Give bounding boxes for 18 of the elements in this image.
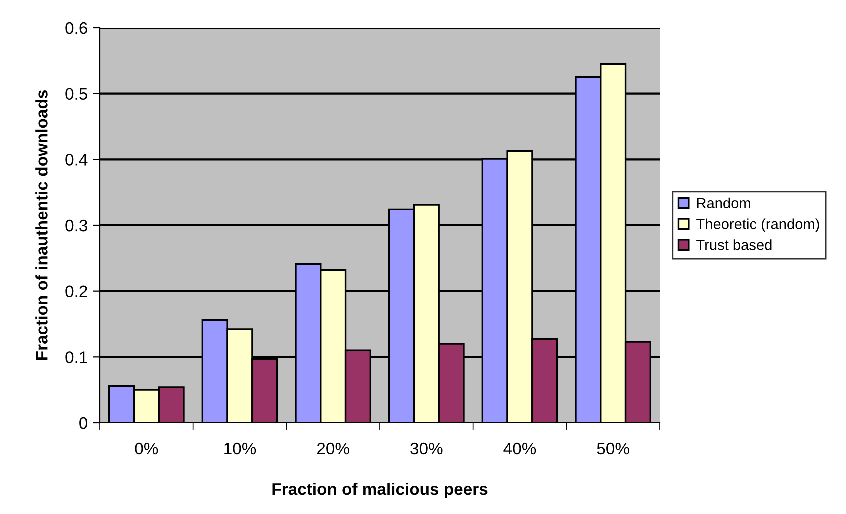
y-tick-label: 0.1 — [66, 352, 88, 364]
y-tick-label: 0.5 — [66, 88, 88, 100]
x-tick-label: 20% — [317, 442, 350, 455]
x-tick-label: 40% — [504, 442, 536, 455]
x-tick-label: 0% — [135, 442, 158, 455]
x-tick-label: 30% — [410, 442, 443, 455]
y-tick-label: 0.4 — [66, 154, 88, 166]
x-axis-title: Fraction of malicious peers — [272, 482, 488, 499]
legend-label: Random — [697, 198, 750, 209]
y-tick-label: 0 — [80, 417, 88, 430]
y-tick-label: 0.3 — [66, 220, 88, 232]
y-axis-title: Fraction of inauthentic downloads — [36, 90, 48, 360]
legend-label: Trust based — [696, 240, 772, 250]
y-tick-label: 0.2 — [66, 286, 88, 298]
x-tick-label: 10% — [224, 442, 256, 455]
legend-label: Theoretic (random) — [696, 218, 820, 232]
x-tick-label: 50% — [597, 442, 630, 455]
y-tick-label: 0.6 — [66, 22, 88, 34]
